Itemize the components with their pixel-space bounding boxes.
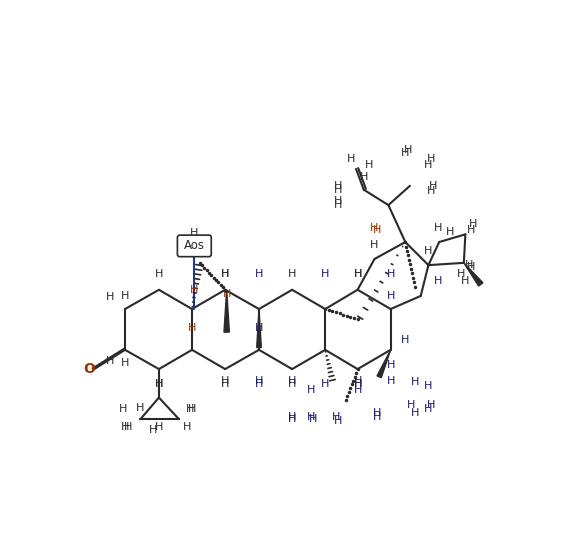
Text: H: H xyxy=(386,291,395,301)
Text: H: H xyxy=(255,269,263,279)
Text: H: H xyxy=(353,269,362,279)
Text: H: H xyxy=(121,358,129,368)
Text: H: H xyxy=(370,223,378,233)
Text: H: H xyxy=(105,293,114,302)
Text: H: H xyxy=(190,285,198,295)
Text: H: H xyxy=(288,376,296,386)
Polygon shape xyxy=(224,290,229,332)
Text: H: H xyxy=(188,404,196,414)
Text: H: H xyxy=(154,422,163,432)
Polygon shape xyxy=(377,350,390,378)
Text: H: H xyxy=(307,385,316,395)
Text: H: H xyxy=(221,269,229,279)
Text: H: H xyxy=(386,376,395,386)
Text: H: H xyxy=(188,324,196,334)
Text: H: H xyxy=(373,408,381,418)
Text: H: H xyxy=(221,376,229,386)
Text: H: H xyxy=(411,408,420,418)
Text: H: H xyxy=(426,154,435,164)
Text: H: H xyxy=(446,227,454,237)
Text: H: H xyxy=(321,379,329,389)
Text: H: H xyxy=(309,414,317,424)
Text: H: H xyxy=(334,196,343,206)
Text: H: H xyxy=(386,269,395,279)
Text: H: H xyxy=(353,376,362,386)
Polygon shape xyxy=(256,309,261,347)
Text: H: H xyxy=(347,154,356,164)
Text: H: H xyxy=(467,261,476,271)
Text: H: H xyxy=(373,412,381,422)
Text: H: H xyxy=(334,200,343,210)
Text: H: H xyxy=(334,181,343,191)
Text: H: H xyxy=(401,335,409,345)
Text: H: H xyxy=(457,269,466,279)
Text: H: H xyxy=(185,404,194,414)
Text: H: H xyxy=(221,269,229,279)
Text: H: H xyxy=(255,324,263,334)
Text: H: H xyxy=(136,403,145,413)
Text: H: H xyxy=(288,412,296,422)
Text: H: H xyxy=(222,289,231,299)
Text: H: H xyxy=(434,223,443,233)
Text: H: H xyxy=(124,422,132,432)
Text: H: H xyxy=(255,376,263,386)
Text: H: H xyxy=(353,379,362,389)
Text: H: H xyxy=(288,414,296,424)
Text: H: H xyxy=(255,379,263,389)
Text: H: H xyxy=(353,385,362,395)
Text: H: H xyxy=(401,148,409,158)
Text: H: H xyxy=(221,379,229,389)
Text: H: H xyxy=(434,275,443,285)
FancyBboxPatch shape xyxy=(177,235,211,257)
Text: H: H xyxy=(428,186,435,196)
Text: Aos: Aos xyxy=(184,239,205,253)
Text: H: H xyxy=(182,422,191,432)
Text: H: H xyxy=(365,160,373,170)
Text: H: H xyxy=(307,412,316,422)
Text: H: H xyxy=(360,172,368,182)
Text: O: O xyxy=(84,362,96,376)
Text: H: H xyxy=(353,379,362,389)
Text: H: H xyxy=(154,379,163,389)
Text: H: H xyxy=(429,181,437,191)
Text: H: H xyxy=(190,228,198,238)
Text: H: H xyxy=(154,269,163,279)
Text: H: H xyxy=(121,422,129,432)
Text: H: H xyxy=(404,145,412,155)
Text: H: H xyxy=(424,247,433,257)
Text: H: H xyxy=(424,160,433,170)
Text: H: H xyxy=(321,269,329,279)
Text: H: H xyxy=(424,381,433,391)
Text: H: H xyxy=(411,377,420,387)
Text: H: H xyxy=(426,401,435,411)
Text: H: H xyxy=(332,412,340,422)
Polygon shape xyxy=(464,263,483,286)
Text: H: H xyxy=(154,379,163,389)
Text: H: H xyxy=(353,269,362,279)
Text: H: H xyxy=(105,356,114,366)
Text: H: H xyxy=(119,404,127,414)
Text: H: H xyxy=(288,269,296,279)
Text: H: H xyxy=(461,275,470,285)
Text: H: H xyxy=(386,360,395,370)
Text: H: H xyxy=(121,291,129,301)
Text: H: H xyxy=(288,379,296,389)
Text: H: H xyxy=(469,219,477,229)
Text: H: H xyxy=(373,225,381,235)
Text: H: H xyxy=(408,401,416,411)
Text: H: H xyxy=(370,240,378,250)
Text: H: H xyxy=(467,225,476,235)
Text: H: H xyxy=(334,416,343,425)
Text: H: H xyxy=(334,184,343,194)
Text: H: H xyxy=(424,404,433,414)
Text: H: H xyxy=(465,260,474,270)
Text: H: H xyxy=(149,425,158,435)
